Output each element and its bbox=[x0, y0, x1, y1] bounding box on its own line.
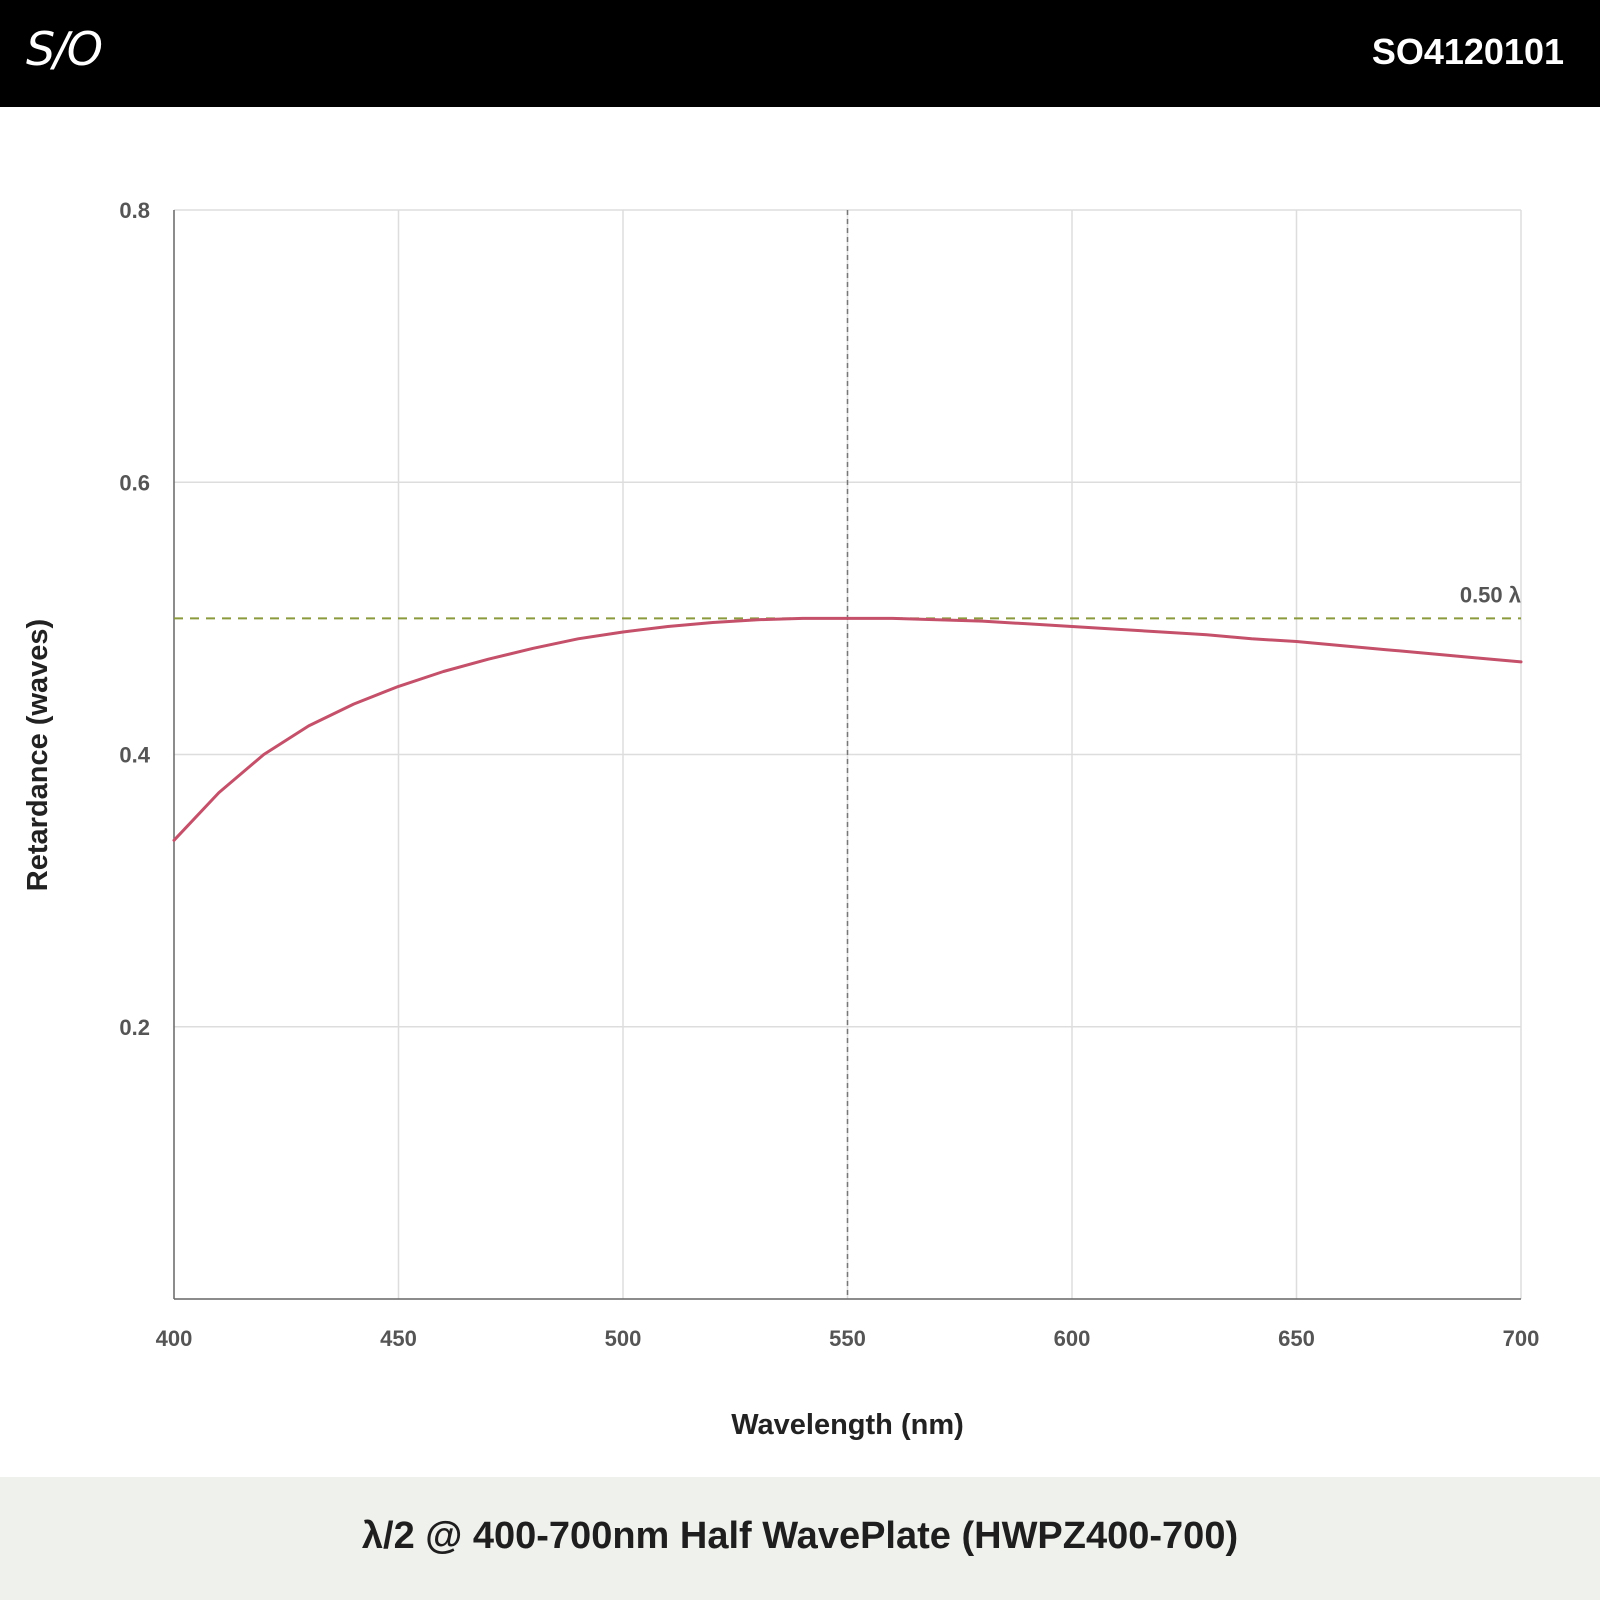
y-axis-title: Retardance (waves) bbox=[22, 619, 54, 891]
reference-line-label: 0.50 λ bbox=[1460, 582, 1521, 607]
y-tick-label: 0.2 bbox=[119, 1015, 150, 1040]
footer-bar: λ/2 @ 400-700nm Half WavePlate (HWPZ400-… bbox=[0, 1477, 1600, 1600]
y-tick-label: 0.8 bbox=[119, 198, 150, 223]
x-tick-label: 450 bbox=[380, 1326, 417, 1351]
footer-title: λ/2 @ 400-700nm Half WavePlate (HWPZ400-… bbox=[361, 1515, 1239, 1557]
product-code: SO4120101 bbox=[1371, 31, 1564, 72]
x-tick-label: 600 bbox=[1054, 1326, 1091, 1351]
x-tick-label: 650 bbox=[1278, 1326, 1315, 1351]
x-tick-label: 400 bbox=[156, 1326, 193, 1351]
x-tick-label: 700 bbox=[1503, 1326, 1540, 1351]
header-bar: S/O SO4120101 bbox=[0, 0, 1600, 107]
x-tick-label: 550 bbox=[829, 1326, 866, 1351]
brand-logo: S/O bbox=[26, 22, 103, 76]
retardance-curve bbox=[172, 616, 1523, 842]
y-tick-label: 0.6 bbox=[119, 470, 150, 495]
y-tick-label: 0.4 bbox=[119, 743, 150, 768]
x-axis-title: Wavelength (nm) bbox=[731, 1409, 964, 1441]
retardance-chart: 0.50 λ 400 450 500 550 600 650 700 0.2 0.4 0.6 0.8 W… bbox=[22, 198, 1540, 1441]
x-tick-label: 500 bbox=[605, 1326, 642, 1351]
